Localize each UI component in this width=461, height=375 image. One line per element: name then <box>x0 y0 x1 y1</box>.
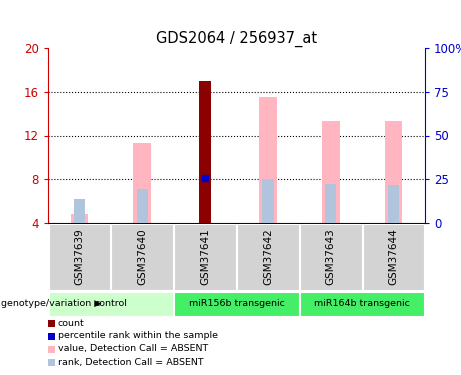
Bar <box>300 291 425 316</box>
Text: GSM37639: GSM37639 <box>74 229 84 285</box>
Text: rank, Detection Call = ABSENT: rank, Detection Call = ABSENT <box>58 357 204 366</box>
Bar <box>174 291 299 316</box>
Bar <box>174 224 236 290</box>
Text: GSM37644: GSM37644 <box>389 229 399 285</box>
Bar <box>259 97 277 223</box>
Bar <box>200 81 211 223</box>
Text: miR164b transgenic: miR164b transgenic <box>314 300 410 309</box>
Bar <box>112 224 173 290</box>
Bar <box>74 199 85 223</box>
Bar <box>322 121 340 223</box>
Bar <box>363 224 425 290</box>
Bar <box>385 121 402 223</box>
Bar <box>136 189 148 223</box>
Text: genotype/variation ▶: genotype/variation ▶ <box>1 300 101 309</box>
Title: GDS2064 / 256937_at: GDS2064 / 256937_at <box>156 30 317 46</box>
Text: GSM37643: GSM37643 <box>326 229 336 285</box>
Bar <box>388 185 399 223</box>
Bar <box>262 179 273 223</box>
Text: count: count <box>58 318 85 327</box>
Bar <box>48 224 110 290</box>
Bar <box>71 214 88 223</box>
Bar <box>325 184 337 223</box>
Text: control: control <box>95 300 127 309</box>
Text: GSM37642: GSM37642 <box>263 229 273 285</box>
Text: GSM37640: GSM37640 <box>137 229 147 285</box>
Text: miR156b transgenic: miR156b transgenic <box>189 300 284 309</box>
Bar <box>237 224 299 290</box>
Bar <box>133 143 151 223</box>
Text: GSM37641: GSM37641 <box>200 229 210 285</box>
Bar <box>48 291 173 316</box>
Text: value, Detection Call = ABSENT: value, Detection Call = ABSENT <box>58 345 208 354</box>
Text: percentile rank within the sample: percentile rank within the sample <box>58 332 218 340</box>
Bar <box>300 224 361 290</box>
